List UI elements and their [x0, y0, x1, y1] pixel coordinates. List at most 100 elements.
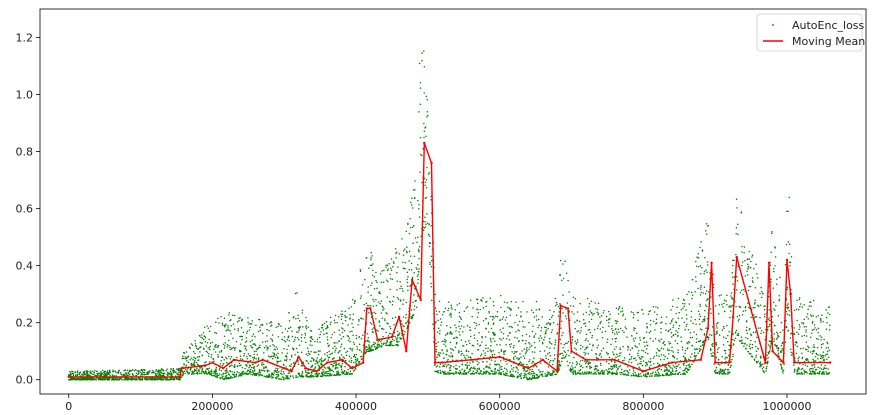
- loss-point: [370, 347, 372, 349]
- loss-point: [528, 360, 530, 363]
- loss-point: [716, 332, 718, 335]
- loss-point: [784, 341, 787, 343]
- loss-point: [301, 371, 304, 373]
- loss-point: [589, 361, 592, 364]
- loss-point: [707, 224, 710, 227]
- loss-point: [353, 302, 356, 305]
- loss-point: [492, 349, 494, 352]
- loss-point: [712, 355, 714, 358]
- loss-point: [705, 327, 707, 329]
- loss-point: [800, 368, 803, 371]
- loss-point: [262, 363, 265, 365]
- loss-point: [269, 345, 271, 347]
- loss-point: [368, 341, 371, 343]
- loss-point: [667, 349, 669, 352]
- loss-point: [780, 365, 782, 367]
- loss-point: [385, 264, 387, 267]
- loss-point: [482, 373, 484, 375]
- loss-point: [424, 221, 426, 223]
- loss-point: [753, 317, 756, 319]
- loss-point: [462, 345, 465, 347]
- loss-point: [717, 371, 719, 374]
- loss-point: [796, 373, 798, 375]
- loss-point: [592, 314, 594, 316]
- loss-point: [622, 314, 624, 317]
- loss-point: [642, 313, 644, 315]
- loss-point: [619, 347, 621, 349]
- loss-point: [803, 373, 805, 375]
- loss-point: [386, 279, 388, 282]
- loss-point: [658, 350, 660, 352]
- loss-point: [686, 323, 688, 325]
- loss-point: [639, 336, 641, 339]
- loss-point: [235, 375, 237, 378]
- loss-point: [286, 348, 288, 351]
- loss-point: [469, 335, 472, 338]
- loss-point: [517, 369, 519, 371]
- loss-point: [606, 341, 608, 343]
- loss-point: [241, 319, 243, 321]
- loss-point: [767, 318, 770, 321]
- loss-point: [170, 368, 172, 370]
- loss-point: [430, 255, 433, 258]
- loss-point: [565, 317, 568, 320]
- loss-point: [206, 325, 208, 327]
- loss-point: [757, 305, 760, 308]
- loss-point: [671, 349, 673, 352]
- loss-point: [579, 365, 582, 368]
- loss-point: [286, 358, 288, 360]
- loss-point: [428, 245, 431, 248]
- loss-point: [187, 373, 189, 375]
- loss-point: [797, 358, 799, 360]
- loss-point: [450, 314, 452, 316]
- loss-point: [394, 248, 397, 250]
- loss-point: [354, 362, 357, 364]
- loss-point: [408, 250, 411, 252]
- loss-point: [241, 338, 243, 341]
- loss-point: [385, 311, 387, 314]
- loss-point: [295, 376, 297, 379]
- loss-point: [722, 306, 724, 308]
- loss-point: [442, 365, 444, 368]
- loss-point: [330, 336, 333, 339]
- loss-point: [537, 318, 540, 321]
- loss-point: [771, 321, 774, 324]
- loss-point: [665, 323, 667, 325]
- loss-point: [510, 300, 513, 303]
- loss-point: [699, 294, 702, 296]
- loss-point: [732, 259, 734, 262]
- loss-point: [517, 340, 520, 343]
- loss-point: [584, 348, 586, 351]
- loss-point: [182, 351, 185, 354]
- loss-point: [425, 178, 428, 181]
- loss-point: [439, 330, 441, 332]
- loss-point: [340, 337, 343, 340]
- loss-point: [136, 378, 138, 380]
- loss-point: [621, 372, 623, 374]
- loss-point: [476, 367, 479, 370]
- loss-point: [247, 373, 250, 375]
- loss-point: [492, 373, 494, 375]
- loss-point: [562, 294, 564, 296]
- loss-point: [329, 367, 331, 370]
- loss-point: [86, 373, 89, 375]
- loss-point: [824, 355, 826, 357]
- loss-point: [619, 354, 621, 357]
- loss-point: [423, 65, 426, 68]
- loss-point: [155, 370, 157, 372]
- loss-point: [510, 365, 513, 367]
- loss-point: [213, 372, 215, 374]
- loss-point: [663, 358, 665, 361]
- loss-point: [252, 356, 254, 359]
- loss-point: [787, 330, 789, 332]
- loss-point: [626, 373, 628, 376]
- loss-point: [449, 341, 452, 343]
- loss-point: [360, 317, 363, 319]
- loss-point: [213, 360, 215, 363]
- loss-point: [307, 354, 309, 357]
- loss-point: [750, 333, 752, 335]
- loss-point: [151, 369, 154, 372]
- loss-point: [609, 367, 611, 370]
- loss-point: [360, 337, 363, 340]
- loss-point: [350, 359, 353, 362]
